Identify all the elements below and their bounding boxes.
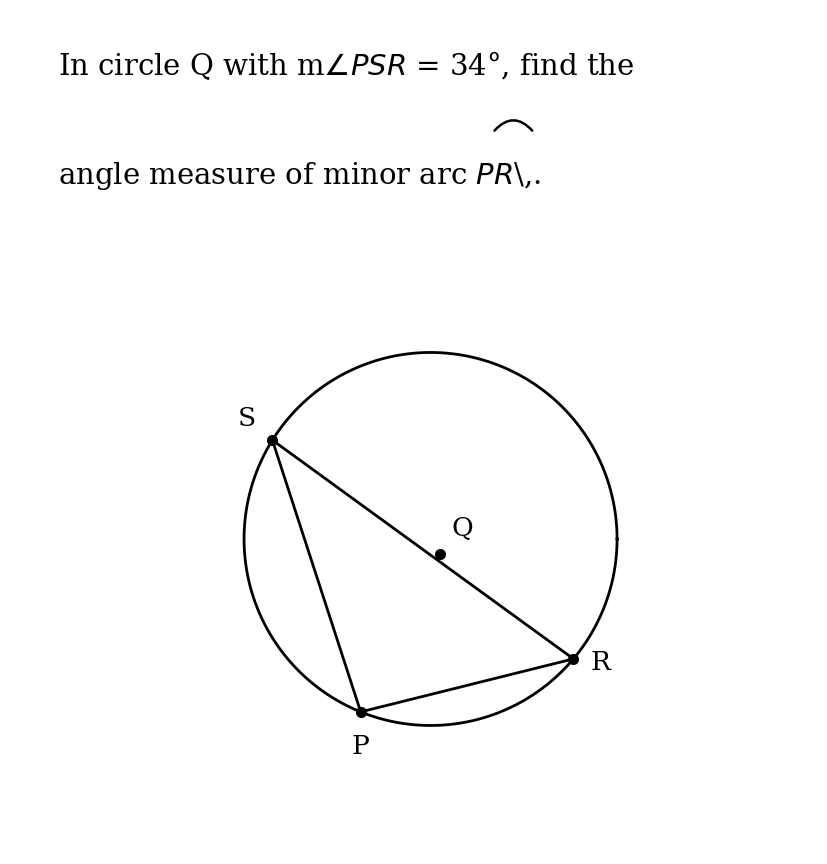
Text: Q: Q xyxy=(451,516,472,541)
Text: R: R xyxy=(590,650,609,675)
Text: P: P xyxy=(351,734,369,759)
Text: In circle Q with m$\angle \mathit{PSR}$ = 34°, find the: In circle Q with m$\angle \mathit{PSR}$ … xyxy=(58,50,633,82)
Text: S: S xyxy=(237,406,256,431)
Text: angle measure of minor arc $\mathit{PR}$\,.: angle measure of minor arc $\mathit{PR}$… xyxy=(58,161,540,193)
